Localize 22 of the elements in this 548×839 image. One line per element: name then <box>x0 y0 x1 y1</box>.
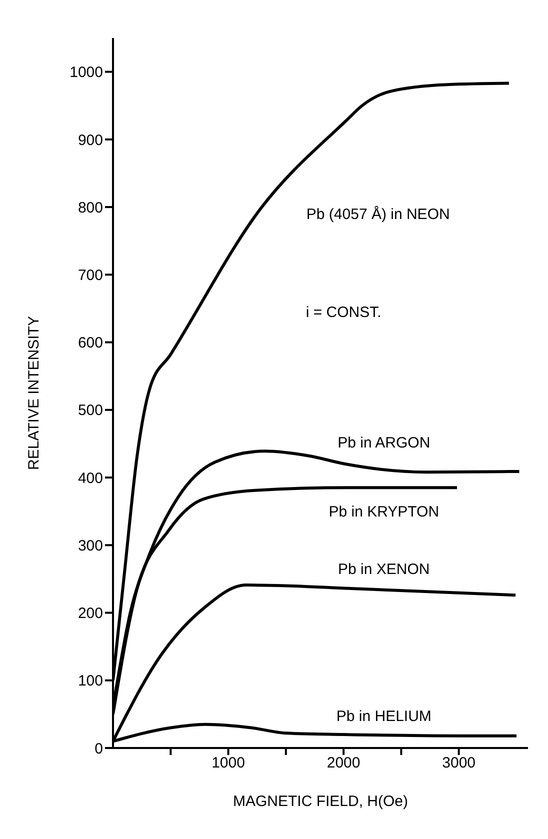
y-tick-label: 500 <box>78 402 103 420</box>
y-tick-label: 0 <box>94 740 103 758</box>
y-tick-label: 900 <box>78 132 103 149</box>
y-tick-label: 1000 <box>70 64 103 82</box>
y-tick-label: 100 <box>78 672 103 690</box>
x-tick-label: 2000 <box>326 754 360 772</box>
series-label: Pb in ARGON <box>338 434 430 452</box>
series-label: Pb in XENON <box>338 561 430 578</box>
y-tick-label: 600 <box>78 334 103 352</box>
y-tick-label: 400 <box>78 470 103 487</box>
series-label: Pb in KRYPTON <box>328 504 440 521</box>
y-tick-label: 700 <box>78 266 103 284</box>
y-tick-label: 800 <box>78 199 103 216</box>
x-tick-label: 1000 <box>212 754 245 772</box>
y-tick-label: 200 <box>78 605 103 622</box>
series-label: Pb in HELIUM <box>336 708 432 725</box>
x-axis-title: MAGNETIC FIELD, H(Oe) <box>232 793 408 810</box>
y-axis-title: RELATIVE INTENSITY <box>25 316 42 470</box>
text: Pb (4057 Å) in NEON <box>306 205 450 224</box>
x-tick-label: 3000 <box>442 754 476 772</box>
annotation: i = CONST. <box>306 304 382 322</box>
y-tick-label: 300 <box>78 537 103 554</box>
